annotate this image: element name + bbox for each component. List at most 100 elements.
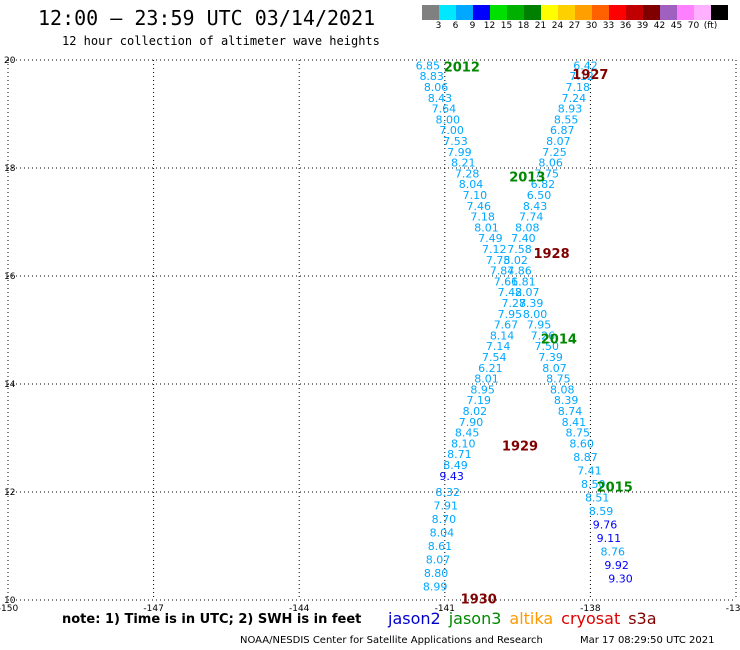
swh-value: 7.58 <box>507 243 532 256</box>
legend-swatch <box>643 5 660 20</box>
swh-value: 8.59 <box>589 505 614 518</box>
swh-value: 8.55 <box>554 113 579 126</box>
swh-value: 8.61 <box>428 540 453 553</box>
swh-value: 7.75 <box>486 254 511 267</box>
pass-time-label: 2014 <box>541 333 577 348</box>
swh-value: 8.07 <box>546 135 571 148</box>
swh-value: 7.67 <box>494 319 519 332</box>
swh-value: 7.12 <box>569 70 594 83</box>
satellite-label: altika <box>509 609 554 628</box>
legend-tick-label: 21 <box>534 21 547 31</box>
swh-value: 8.87 <box>573 451 598 464</box>
swh-value: 8.00 <box>435 113 460 126</box>
y-tick-label: 16 <box>4 272 16 282</box>
legend-swatch <box>677 5 694 20</box>
legend-tick-label: 45 <box>670 21 683 31</box>
satellite-legend: jason2 jason3 altika cryosat s3a <box>388 609 665 628</box>
swh-value: 8.04 <box>459 178 484 191</box>
swh-value: 8.99 <box>423 581 448 594</box>
swh-value: 8.00 <box>523 308 548 321</box>
swh-value: 7.49 <box>478 232 503 245</box>
credit-text: NOAA/NESDIS Center for Satellite Applica… <box>240 635 543 646</box>
swh-value: 7.99 <box>447 146 472 159</box>
swh-value: 6.21 <box>478 362 503 375</box>
swh-value: 8.21 <box>451 157 476 170</box>
swh-value: 7.39 <box>538 351 563 364</box>
swh-value: 6.50 <box>527 189 552 202</box>
swh-value: 9.30 <box>608 572 633 585</box>
swh-value: 7.26 <box>531 329 556 342</box>
legend-tick-label: 36 <box>619 21 632 31</box>
swh-value: 9.92 <box>604 559 629 572</box>
legend-tick-label: 3 <box>435 21 442 31</box>
swh-value: 7.46 <box>467 200 492 213</box>
swh-value: 9.11 <box>597 532 622 545</box>
swh-value: 7.18 <box>470 211 495 224</box>
swh-value: 7.91 <box>434 500 459 513</box>
legend-swatch <box>660 5 677 20</box>
swh-value: 8.10 <box>451 437 476 450</box>
swh-value: 8.32 <box>435 486 460 499</box>
pass-time-label: 2015 <box>597 481 633 496</box>
swh-value: 7.74 <box>519 211 544 224</box>
legend-swatch <box>541 5 558 20</box>
swh-value: 6.82 <box>531 178 556 191</box>
legend-swatch <box>592 5 609 20</box>
swh-value: 7.90 <box>459 416 484 429</box>
legend-swatch <box>524 5 541 20</box>
swh-value: 8.83 <box>419 70 444 83</box>
y-tick-label: 14 <box>4 380 16 390</box>
swh-value: 7.53 <box>443 135 468 148</box>
legend-swatch <box>422 5 439 20</box>
x-tick-label: -144 <box>289 604 310 614</box>
swh-value: 8.43 <box>428 92 453 105</box>
legend-swatch <box>626 5 643 20</box>
swh-value: 9.76 <box>593 518 618 531</box>
swh-value: 7.54 <box>482 351 507 364</box>
swh-value: 7.12 <box>482 243 507 256</box>
swh-value: 8.39 <box>554 394 579 407</box>
satellite-label: cryosat <box>561 609 621 628</box>
generated-timestamp: Mar 17 08:29:50 UTC 2021 <box>580 635 715 646</box>
swh-value: 9.43 <box>439 470 464 483</box>
swh-value: 7.61 <box>494 275 519 288</box>
swh-value: 8.49 <box>443 459 468 472</box>
footer-note: note: 1) Time is in UTC; 2) SWH is in fe… <box>62 612 362 627</box>
swh-value: 7.40 <box>511 232 536 245</box>
swh-value: 7.28 <box>455 167 480 180</box>
x-tick-label: -147 <box>143 604 163 614</box>
legend-tick-label: 9 <box>469 21 476 31</box>
legend-tick-label: (ft) <box>703 21 718 31</box>
swh-value: 8.01 <box>474 221 499 234</box>
legend-tick-label: 30 <box>585 21 598 31</box>
x-tick-label: -141 <box>435 604 455 614</box>
x-tick-label: -150 <box>0 604 18 614</box>
swh-value: 8.41 <box>562 416 587 429</box>
swh-value: 8.80 <box>424 567 449 580</box>
swh-value: 7.18 <box>566 81 591 94</box>
legend-tick-label: 24 <box>551 21 564 31</box>
legend-tick-label: 6 <box>452 21 459 31</box>
swh-value: 6.85 <box>416 59 441 72</box>
swh-value: 8.07 <box>426 554 451 567</box>
swh-value: 6.87 <box>550 124 575 137</box>
swh-value: 8.06 <box>424 81 449 94</box>
swh-value: 8.75 <box>546 373 571 386</box>
legend-tick-label: 15 <box>500 21 513 31</box>
pass-time-label: 1928 <box>533 247 569 262</box>
page-subtitle: 12 hour collection of altimeter wave hei… <box>62 34 380 48</box>
swh-value: 7.84 <box>490 265 515 278</box>
legend-tick-label: 39 <box>636 21 649 31</box>
pass-time-label: 2012 <box>444 60 480 75</box>
swh-value: 8.50 <box>581 478 606 491</box>
swh-value: 8.01 <box>474 373 499 386</box>
color-scale-legend <box>422 5 728 20</box>
y-tick-label: 20 <box>4 56 16 66</box>
swh-value: 8.70 <box>432 513 457 526</box>
legend-swatch <box>473 5 490 20</box>
legend-swatch <box>575 5 592 20</box>
legend-tick-label: 18 <box>517 21 530 31</box>
page-title: 12:00 — 23:59 UTC 03/14/2021 <box>38 6 376 30</box>
swh-value: 8.76 <box>600 545 625 558</box>
legend-tick-label: 70 <box>687 21 700 31</box>
